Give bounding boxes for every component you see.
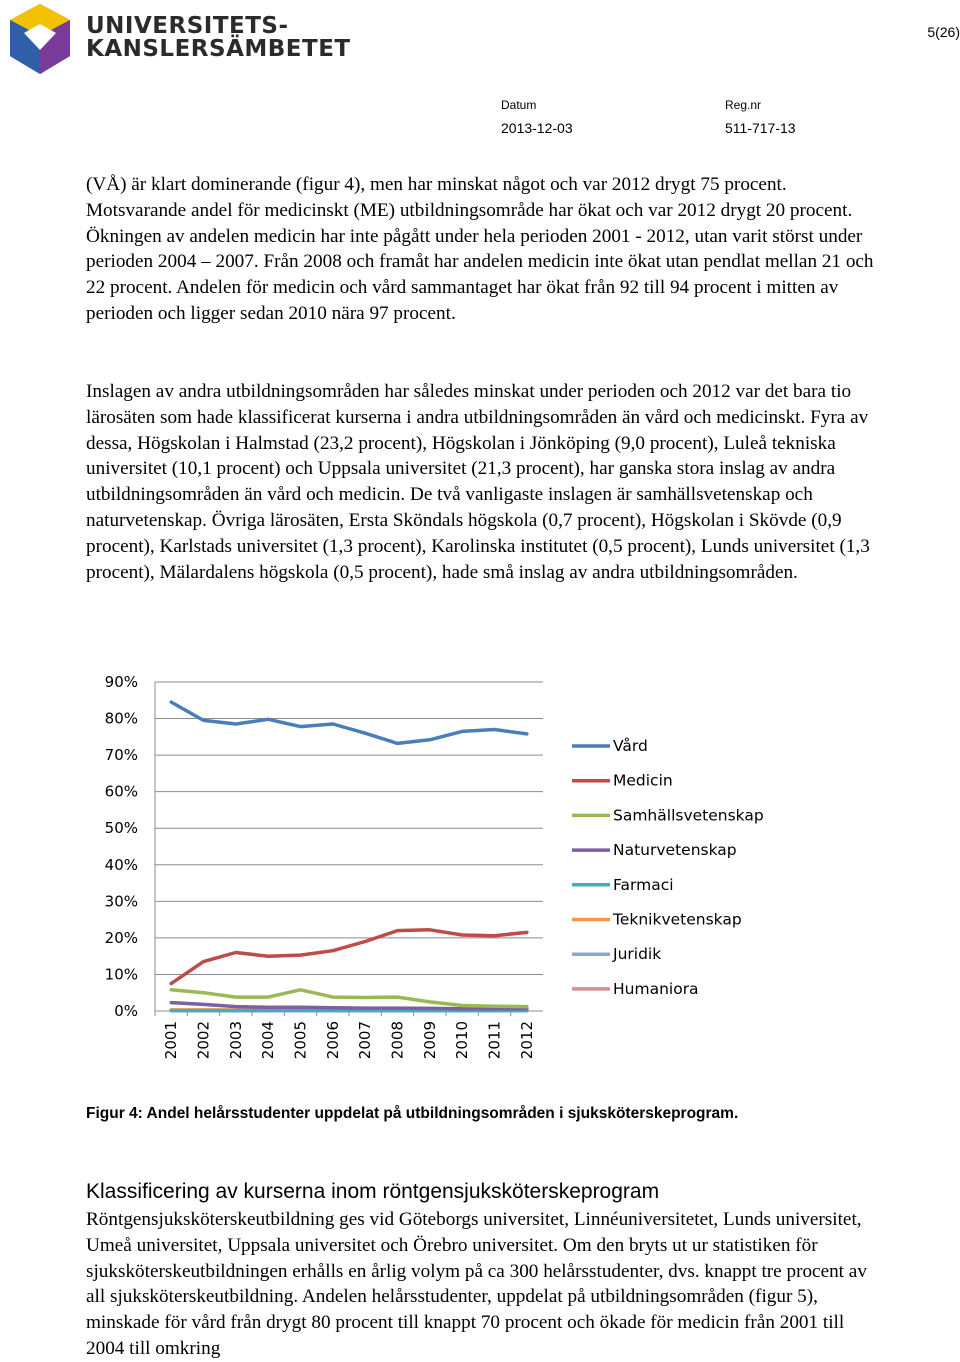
y-tick-label: 30%: [105, 892, 138, 910]
regnr-value: 511-717-13: [725, 120, 796, 136]
date-label: Datum: [501, 98, 537, 112]
line-chart: 0% 10% 20% 30% 40% 50% 60% 70% 80% 90% 2001 2002 200…: [105, 673, 764, 1059]
x-tick-label: 2004: [259, 1021, 277, 1059]
series-line: [169, 988, 529, 1009]
x-tick-label: 2001: [162, 1021, 180, 1059]
x-tick-label: 2006: [324, 1021, 342, 1059]
legend-label: Vård: [613, 737, 648, 755]
cube-logo-icon: [10, 4, 70, 74]
y-tick-label: 70%: [105, 746, 138, 764]
body-paragraph-1: (VÅ) är klart dominerande (figur 4), men…: [86, 174, 874, 324]
legend-label: Humaniora: [613, 980, 699, 998]
x-tick-label: 2007: [356, 1021, 374, 1059]
y-tick-label: 90%: [105, 673, 138, 691]
x-tick-label: 2009: [421, 1021, 439, 1059]
x-tick-label: 2003: [227, 1021, 245, 1059]
y-tick-label: 40%: [105, 856, 138, 874]
series-line: [169, 928, 529, 986]
x-tick-label: 2012: [518, 1021, 536, 1059]
x-tick-label: 2010: [453, 1021, 471, 1059]
series-line: [169, 700, 529, 746]
x-tick-label: 2005: [292, 1021, 310, 1059]
x-tick-label: 2008: [389, 1021, 407, 1059]
body-paragraph-2: Inslagen av andra utbildningsområden har…: [86, 381, 870, 583]
legend-label: Naturvetenskap: [613, 841, 737, 859]
y-tick-label: 60%: [105, 783, 138, 801]
regnr-label: Reg.nr: [725, 98, 762, 112]
legend-label: Farmaci: [613, 876, 674, 894]
page-number: 5(26): [927, 24, 960, 40]
legend-label: Samhällsvetenskap: [613, 806, 764, 824]
org-name-line1: UNIVERSITETS-: [86, 13, 289, 39]
figure-caption: Figur 4: Andel helårsstudenter uppdelat …: [86, 1105, 739, 1122]
legend-label: Teknikvetenskap: [612, 911, 742, 929]
series-line: [169, 1000, 529, 1011]
y-tick-label: 50%: [105, 819, 138, 837]
legend-label: Juridik: [612, 945, 661, 963]
section-heading: Klassificering av kurserna inom röntgens…: [86, 1180, 660, 1203]
y-tick-label: 20%: [105, 929, 138, 947]
legend-label: Medicin: [613, 772, 673, 790]
y-tick-label: 10%: [105, 965, 138, 983]
org-name-line2: KANSLERSÄMBETET: [86, 36, 351, 62]
y-tick-label: 0%: [114, 1002, 138, 1020]
date-value: 2013-12-03: [501, 120, 573, 136]
body-paragraph-3: Röntgensjuksköterskeutbildning ges vid G…: [86, 1209, 867, 1359]
y-tick-label: 80%: [105, 710, 138, 728]
x-tick-label: 2002: [195, 1021, 213, 1059]
x-tick-label: 2011: [486, 1021, 504, 1059]
